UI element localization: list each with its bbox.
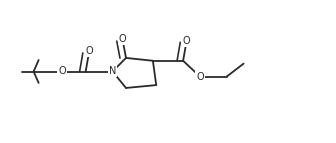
Text: O: O <box>85 46 93 56</box>
Text: O: O <box>196 72 204 82</box>
Text: O: O <box>119 34 126 44</box>
Text: O: O <box>183 36 190 46</box>
Text: N: N <box>109 66 116 77</box>
Text: O: O <box>58 66 66 77</box>
